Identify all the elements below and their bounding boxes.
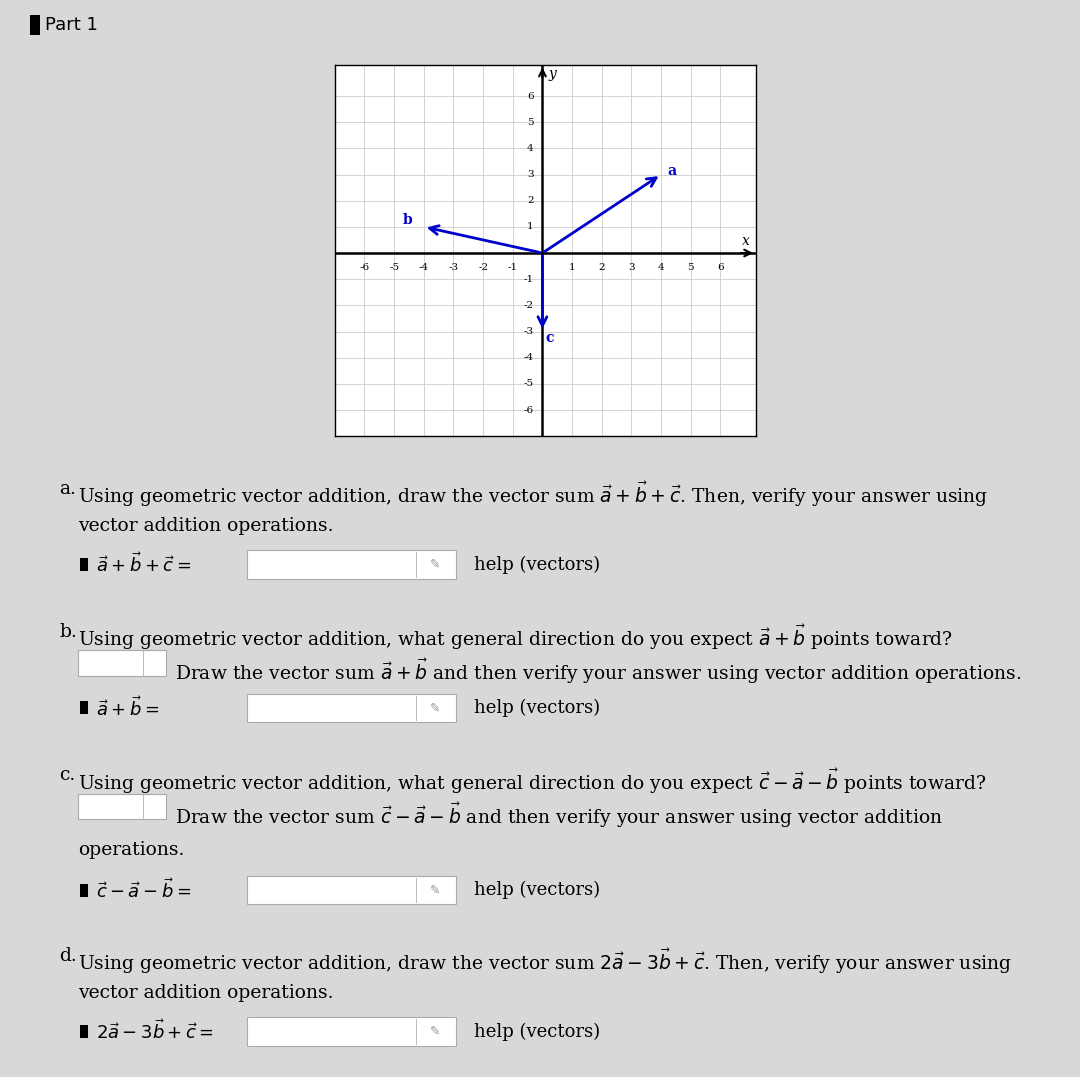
Text: a.: a. [59, 479, 76, 498]
Text: Using geometric vector addition, draw the vector sum $2\vec{a}-3\vec{b}+\vec{c}$: Using geometric vector addition, draw th… [78, 947, 1012, 976]
Text: ∨: ∨ [151, 658, 159, 668]
Text: 3: 3 [527, 170, 534, 179]
FancyBboxPatch shape [247, 1018, 456, 1046]
Text: Draw the vector sum $\vec{c}-\vec{a}-\vec{b}$ and then verify your answer using : Draw the vector sum $\vec{c}-\vec{a}-\ve… [175, 800, 943, 829]
FancyBboxPatch shape [247, 876, 456, 905]
FancyBboxPatch shape [247, 694, 456, 722]
Text: Using geometric vector addition, what general direction do you expect $\vec{a}+\: Using geometric vector addition, what ge… [78, 624, 953, 653]
Text: c.: c. [59, 767, 76, 784]
Text: 4: 4 [527, 144, 534, 153]
Text: ∨: ∨ [151, 801, 159, 811]
Bar [80, 1025, 89, 1038]
Text: ✎: ✎ [430, 884, 440, 897]
Text: 5: 5 [527, 117, 534, 127]
Bar [80, 884, 89, 897]
Bar [80, 701, 89, 714]
FancyBboxPatch shape [78, 651, 166, 675]
Text: d.: d. [59, 947, 77, 965]
FancyBboxPatch shape [247, 550, 456, 578]
Text: $\vec{a}+\vec{b}=$: $\vec{a}+\vec{b}=$ [96, 696, 160, 719]
Text: ✎: ✎ [430, 1025, 440, 1038]
Text: ✎: ✎ [430, 701, 440, 714]
Text: help (vectors): help (vectors) [474, 881, 600, 899]
Text: -3: -3 [524, 327, 534, 336]
Text: -2: -2 [478, 264, 488, 272]
Text: vector addition operations.: vector addition operations. [78, 983, 334, 1002]
Text: Draw the vector sum $\vec{a}+\vec{b}$ and then verify your answer using vector a: Draw the vector sum $\vec{a}+\vec{b}$ an… [175, 657, 1021, 686]
Text: 5: 5 [688, 264, 694, 272]
Text: 1: 1 [527, 222, 534, 232]
Text: help (vectors): help (vectors) [474, 556, 600, 574]
Text: 6: 6 [527, 92, 534, 100]
Text: -3: -3 [448, 264, 459, 272]
Text: ✎: ✎ [430, 558, 440, 571]
Text: 3: 3 [629, 264, 635, 272]
Text: 2: 2 [527, 196, 534, 206]
Text: Using geometric vector addition, draw the vector sum $\vec{a}+\vec{b}+\vec{c}$. : Using geometric vector addition, draw th… [78, 479, 988, 509]
Text: help (vectors): help (vectors) [474, 1022, 600, 1040]
Text: 4: 4 [658, 264, 664, 272]
Text: 6: 6 [717, 264, 724, 272]
Text: Part 1: Part 1 [45, 16, 98, 34]
Text: operations.: operations. [78, 841, 184, 859]
Text: b.: b. [59, 624, 77, 641]
Bar [30, 15, 40, 36]
Text: -1: -1 [508, 264, 517, 272]
Text: y: y [549, 67, 557, 81]
Text: -4: -4 [419, 264, 429, 272]
Text: -2: -2 [524, 300, 534, 310]
Text: b: b [403, 213, 413, 227]
Text: -5: -5 [389, 264, 400, 272]
Text: c: c [545, 331, 554, 345]
Text: vector addition operations.: vector addition operations. [78, 517, 334, 534]
Text: -6: -6 [360, 264, 369, 272]
Text: help (vectors): help (vectors) [474, 699, 600, 717]
Text: 1: 1 [569, 264, 576, 272]
Text: -1: -1 [524, 275, 534, 283]
Bar [80, 558, 89, 571]
Text: -5: -5 [524, 379, 534, 389]
Text: $2\vec{a}-3\vec{b}+\vec{c}=$: $2\vec{a}-3\vec{b}+\vec{c}=$ [96, 1020, 215, 1044]
Text: $\vec{a}+\vec{b}+\vec{c}=$: $\vec{a}+\vec{b}+\vec{c}=$ [96, 553, 191, 576]
Text: $\vec{c}-\vec{a}-\vec{b}=$: $\vec{c}-\vec{a}-\vec{b}=$ [96, 879, 191, 903]
Text: -6: -6 [524, 406, 534, 415]
Text: choose: choose [81, 657, 129, 670]
Text: Using geometric vector addition, what general direction do you expect $\vec{c}-\: Using geometric vector addition, what ge… [78, 767, 986, 796]
Text: 2: 2 [598, 264, 605, 272]
Text: x: x [742, 234, 750, 248]
Text: choose: choose [81, 800, 129, 813]
Text: -4: -4 [524, 353, 534, 362]
FancyBboxPatch shape [78, 794, 166, 820]
Text: a: a [667, 164, 676, 178]
